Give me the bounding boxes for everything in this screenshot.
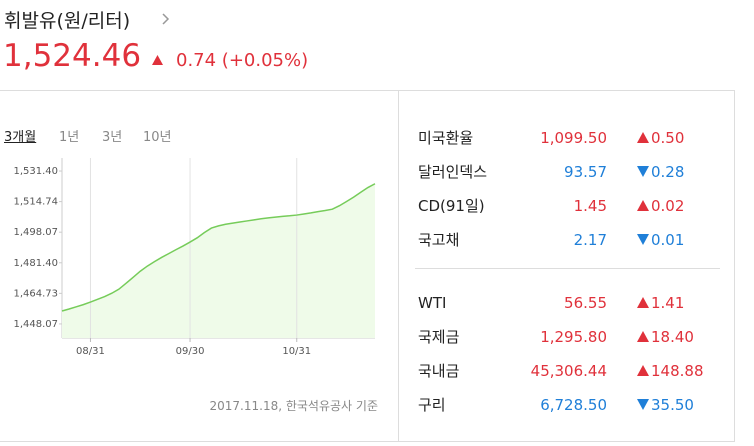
market-value: 1.45 — [573, 197, 607, 215]
market-name: 국제금 — [418, 328, 460, 346]
y-tick-label: 1,514.74 — [13, 197, 58, 208]
market-name: 국고채 — [418, 231, 460, 249]
market-change: 0.28 — [651, 163, 685, 181]
divider — [398, 91, 399, 441]
market-value: 2.17 — [573, 231, 607, 249]
chart: 1,448.07 1,464.73 1,481.40 1,498.07 1,514.74… — [13, 158, 376, 357]
market-name: WTI — [418, 294, 447, 312]
tab[interactable]: 3년 — [102, 130, 123, 145]
y-tick-label: 1,531.40 — [13, 166, 58, 177]
direction-arrow — [637, 297, 649, 308]
market-change: 35.50 — [651, 396, 694, 414]
market-value: 6,728.50 — [540, 396, 607, 414]
chevron[interactable] — [160, 12, 172, 26]
market-name: 구리 — [418, 396, 446, 414]
direction-arrow — [152, 55, 163, 65]
tab[interactable]: 3개월 — [4, 130, 37, 145]
x-tick-label: 08/31 — [76, 346, 105, 357]
price: 1,524.46 — [3, 38, 142, 74]
market-arrow — [637, 331, 649, 342]
direction-arrow — [637, 399, 649, 410]
market-arrow — [637, 200, 649, 211]
tab[interactable]: 1년 — [59, 130, 80, 145]
tab[interactable]: 10년 — [143, 130, 172, 145]
price-change: 0.74 (+0.05%) — [176, 50, 309, 71]
market-name: 미국환율 — [418, 129, 474, 147]
direction-arrow — [637, 132, 649, 143]
market-value: 1,295.80 — [540, 328, 607, 346]
market-arrow — [637, 297, 649, 308]
market-change: 0.01 — [651, 231, 685, 249]
market-arrow — [637, 234, 649, 245]
market-value: 93.57 — [564, 163, 607, 181]
market-change: 0.02 — [651, 197, 685, 215]
market-change: 18.40 — [651, 328, 694, 346]
market-arrow — [637, 166, 649, 177]
market-change: 0.50 — [651, 129, 685, 147]
market-change: 1.41 — [651, 294, 685, 312]
market-name: 달러인덱스 — [418, 163, 488, 181]
y-tick-label: 1,481.40 — [13, 258, 58, 269]
market-value: 45,306.44 — [530, 362, 607, 380]
market-arrow — [637, 132, 649, 143]
market-change: 148.88 — [651, 362, 704, 380]
market-value: 56.55 — [564, 294, 607, 312]
market-arrow — [637, 399, 649, 410]
direction-arrow — [637, 166, 649, 177]
direction-arrow — [637, 234, 649, 245]
area — [62, 183, 375, 338]
y-tick-label: 1,464.73 — [13, 288, 58, 299]
title: 휘발유(원/리터) — [4, 10, 131, 32]
y-tick-label: 1,448.07 — [13, 319, 58, 330]
x-tick-label: 10/31 — [282, 346, 311, 357]
market-name: CD(91일) — [418, 197, 485, 215]
source: 2017.11.18, 한국석유공사 기준 — [209, 399, 378, 413]
divider — [415, 268, 720, 269]
change-arrow — [152, 55, 163, 65]
y-tick-label: 1,498.07 — [13, 227, 58, 238]
direction-arrow — [637, 365, 649, 376]
direction-arrow — [637, 200, 649, 211]
market-value: 1,099.50 — [540, 129, 607, 147]
direction-arrow — [637, 331, 649, 342]
line — [61, 183, 376, 312]
market-arrow — [637, 365, 649, 376]
market-name: 국내금 — [418, 362, 460, 380]
x-tick-label: 09/30 — [176, 346, 205, 357]
panel — [0, 90, 735, 442]
